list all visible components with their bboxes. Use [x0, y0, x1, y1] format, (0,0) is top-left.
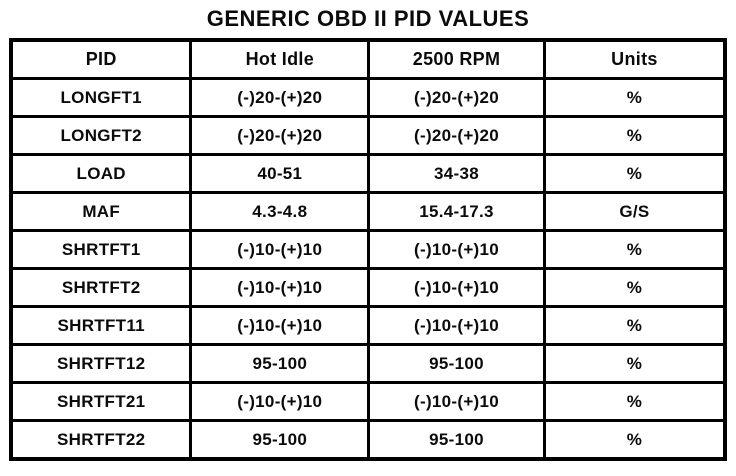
pid-cell: SHRTFT2 [9, 267, 193, 308]
hot-idle-cell: 40-51 [189, 153, 371, 194]
pid-cell: LOAD [9, 153, 193, 194]
hot-idle-cell: 95-100 [189, 419, 371, 461]
pid-cell: SHRTFT22 [9, 419, 193, 461]
pid-cell: SHRTFT1 [9, 229, 193, 270]
units-cell: % [542, 267, 727, 308]
hot-idle-cell: (-)20-(+)20 [189, 77, 371, 118]
table-row: LONGFT1 (-)20-(+)20 (-)20-(+)20 % [9, 77, 727, 118]
units-cell: % [542, 343, 727, 384]
units-cell: % [542, 419, 727, 461]
rpm-cell: (-)10-(+)10 [367, 267, 546, 308]
table-header-row: PID Hot Idle 2500 RPM Units [9, 38, 727, 80]
column-header-pid: PID [9, 38, 193, 80]
rpm-cell: (-)20-(+)20 [367, 77, 546, 118]
pid-cell: SHRTFT21 [9, 381, 193, 422]
table-row: SHRTFT22 95-100 95-100 % [9, 419, 727, 461]
column-header-2500-rpm: 2500 RPM [367, 38, 546, 80]
column-header-units: Units [542, 38, 727, 80]
table-row: SHRTFT11 (-)10-(+)10 (-)10-(+)10 % [9, 305, 727, 346]
pid-cell: SHRTFT12 [9, 343, 193, 384]
units-cell: % [542, 77, 727, 118]
page-title: GENERIC OBD II PID VALUES [206, 5, 530, 32]
hot-idle-cell: (-)10-(+)10 [189, 229, 371, 270]
units-cell: % [542, 305, 727, 346]
rpm-cell: (-)10-(+)10 [367, 229, 546, 270]
rpm-cell: 15.4-17.3 [367, 191, 546, 232]
rpm-cell: (-)10-(+)10 [367, 381, 546, 422]
rpm-cell: (-)20-(+)20 [367, 115, 546, 156]
units-cell: % [542, 381, 727, 422]
table-row: SHRTFT1 (-)10-(+)10 (-)10-(+)10 % [9, 229, 727, 270]
column-header-hot-idle: Hot Idle [189, 38, 371, 80]
units-cell: G/S [542, 191, 727, 232]
units-cell: % [542, 229, 727, 270]
units-cell: % [542, 153, 727, 194]
table-row: SHRTFT12 95-100 95-100 % [9, 343, 727, 384]
table-row: LOAD 40-51 34-38 % [9, 153, 727, 194]
hot-idle-cell: (-)10-(+)10 [189, 381, 371, 422]
pid-cell: MAF [9, 191, 193, 232]
table-row: SHRTFT21 (-)10-(+)10 (-)10-(+)10 % [9, 381, 727, 422]
pid-cell: LONGFT1 [9, 77, 193, 118]
table-row: MAF 4.3-4.8 15.4-17.3 G/S [9, 191, 727, 232]
units-cell: % [542, 115, 727, 156]
rpm-cell: (-)10-(+)10 [367, 305, 546, 346]
pid-cell: SHRTFT11 [9, 305, 193, 346]
rpm-cell: 95-100 [367, 419, 546, 461]
hot-idle-cell: 95-100 [189, 343, 371, 384]
pid-cell: LONGFT2 [9, 115, 193, 156]
hot-idle-cell: (-)10-(+)10 [189, 305, 371, 346]
hot-idle-cell: (-)10-(+)10 [189, 267, 371, 308]
rpm-cell: 34-38 [367, 153, 546, 194]
table-row: SHRTFT2 (-)10-(+)10 (-)10-(+)10 % [9, 267, 727, 308]
hot-idle-cell: (-)20-(+)20 [189, 115, 371, 156]
rpm-cell: 95-100 [367, 343, 546, 384]
table-row: LONGFT2 (-)20-(+)20 (-)20-(+)20 % [9, 115, 727, 156]
obd-pid-values-table: PID Hot Idle 2500 RPM Units LONGFT1 (-)2… [9, 38, 727, 461]
hot-idle-cell: 4.3-4.8 [189, 191, 371, 232]
